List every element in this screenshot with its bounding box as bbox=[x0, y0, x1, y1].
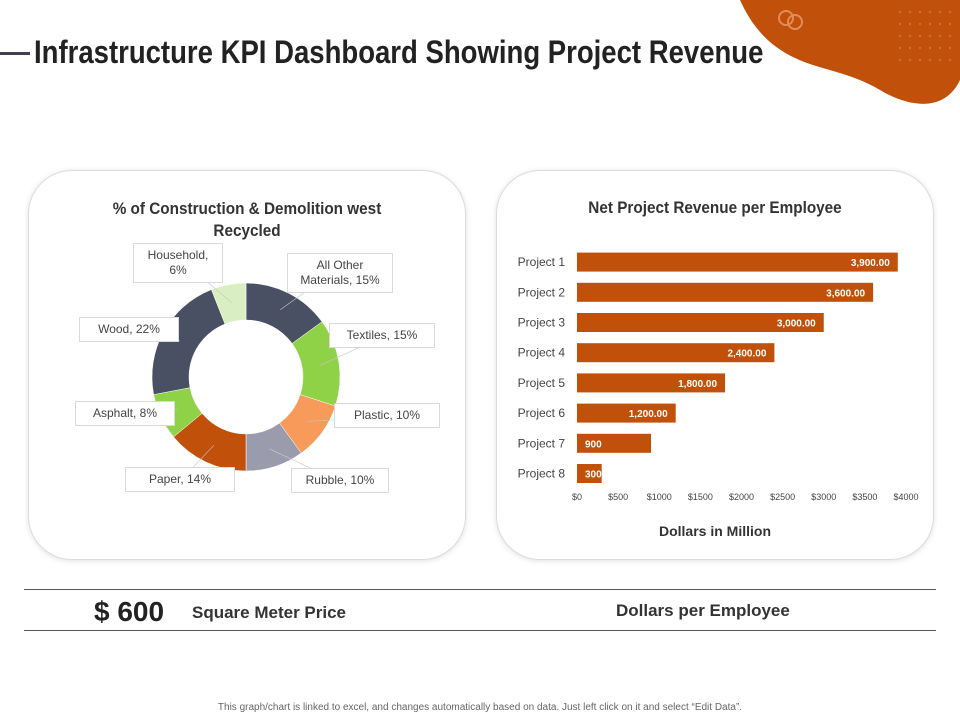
donut-slice-wood bbox=[151, 289, 226, 395]
bar-value-label: 3,900.00 bbox=[851, 258, 890, 269]
bar-value-label: 1,200.00 bbox=[629, 409, 668, 420]
x-tick-label: $1000 bbox=[647, 492, 672, 502]
x-tick-label: $2000 bbox=[729, 492, 754, 502]
bar-project-8 bbox=[577, 464, 602, 483]
category-label: Project 7 bbox=[518, 436, 566, 450]
donut-label-asphalt: Asphalt, 8% bbox=[75, 401, 175, 426]
bar-value-label: 2,400.00 bbox=[727, 349, 766, 360]
bar-project-3 bbox=[577, 313, 824, 332]
bar-project-2 bbox=[577, 282, 874, 302]
donut-label-textiles: Textiles, 15% bbox=[329, 323, 435, 348]
donut-label-paper: Paper, 14% bbox=[125, 467, 235, 492]
category-label: Project 8 bbox=[518, 467, 566, 481]
bar-chart: Project 1 3,900.00 Project 2 3,600.00 Projec… bbox=[518, 252, 919, 502]
donut-chart-card: % of Construction & Demolition west Recy… bbox=[28, 170, 466, 560]
kpi-value: $ 600 bbox=[94, 596, 165, 627]
footnote: This graph/chart is linked to excel, and… bbox=[217, 702, 743, 713]
x-axis-title: Dollars in Million bbox=[658, 523, 771, 539]
bar-project-5 bbox=[577, 373, 726, 393]
x-tick-label: $3000 bbox=[811, 492, 836, 502]
kpi-label: Square Meter Price bbox=[192, 603, 347, 622]
bar-value-label: 3,000.00 bbox=[777, 319, 816, 330]
x-tick-label: $1500 bbox=[688, 492, 713, 502]
donut-label-rubble: Rubble, 10% bbox=[291, 468, 389, 493]
donut-label-household: Household, 6% bbox=[133, 243, 223, 283]
category-label: Project 1 bbox=[518, 255, 566, 269]
bar-chart-title: Net Project Revenue per Employee bbox=[588, 198, 842, 217]
rings-icon bbox=[778, 10, 803, 30]
page-title: Infrastructure KPI Dashboard Showing Pro… bbox=[34, 34, 764, 70]
kpi-bottom-divider bbox=[24, 630, 936, 631]
bar-value-label: 1,800.00 bbox=[678, 379, 717, 390]
donut-label-wood: Wood, 22% bbox=[79, 317, 179, 342]
bar-project-1 bbox=[577, 252, 898, 272]
donut-label-all-other-materials: All Other Materials, 15% bbox=[287, 253, 393, 293]
donut-slice-household bbox=[211, 282, 247, 325]
donut-chart bbox=[124, 256, 388, 483]
category-label: Project 5 bbox=[518, 376, 566, 390]
bar-project-6 bbox=[577, 403, 676, 423]
donut-chart-title-line1: % of Construction & Demolition west bbox=[112, 199, 382, 218]
category-label: Project 4 bbox=[518, 346, 566, 360]
donut-label-plastic: Plastic, 10% bbox=[334, 403, 440, 428]
x-tick-label: $0 bbox=[572, 492, 582, 502]
x-tick-label: $2500 bbox=[770, 492, 795, 502]
category-label: Project 2 bbox=[518, 285, 566, 299]
kpi-label-secondary: Dollars per Employee bbox=[616, 601, 790, 620]
category-label: Project 6 bbox=[518, 406, 566, 420]
bar-value-label: 3,600.00 bbox=[826, 288, 865, 299]
bar-project-7 bbox=[577, 433, 652, 453]
kpi-top-divider bbox=[24, 589, 936, 590]
x-tick-label: $500 bbox=[608, 492, 628, 502]
bar-project-4 bbox=[577, 343, 775, 363]
x-tick-label: $4000 bbox=[893, 492, 918, 502]
donut-chart-title-line2: Recycled bbox=[213, 221, 281, 240]
bar-value-label: 300 bbox=[585, 470, 602, 481]
x-tick-label: $3500 bbox=[852, 492, 877, 502]
corner-decoration bbox=[740, 0, 960, 104]
bar-value-label: 900 bbox=[585, 439, 602, 450]
title-accent-line bbox=[0, 52, 30, 55]
category-label: Project 3 bbox=[518, 316, 566, 330]
bar-chart-card: Net Project Revenue per Employee Project… bbox=[496, 170, 934, 560]
